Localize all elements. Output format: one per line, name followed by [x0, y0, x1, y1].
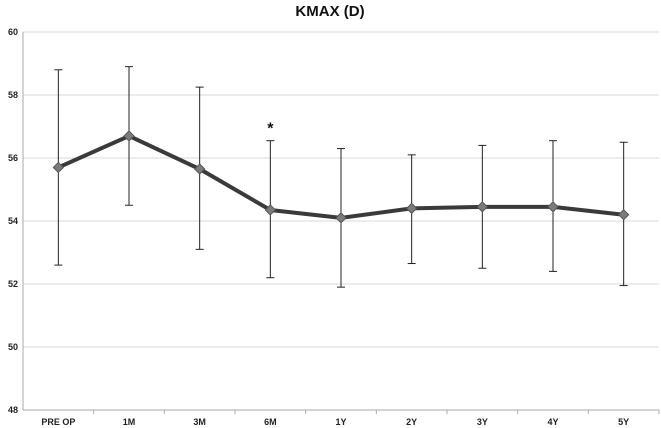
x-tick-label-4y: 4Y [547, 417, 558, 427]
x-tick-label-1m: 1M [123, 417, 136, 427]
x-tick-label-3y: 3Y [477, 417, 488, 427]
data-point-3m [193, 163, 206, 175]
data-point-3y [476, 201, 489, 213]
data-point-6m [264, 204, 277, 216]
annotations: * [267, 121, 274, 138]
significance-asterisk: * [267, 121, 274, 138]
y-tick-label-58: 58 [8, 90, 18, 100]
x-tick-label-pre-op: PRE OP [41, 417, 75, 427]
data-point-2y [405, 202, 418, 215]
chart-title: KMAX (D) [295, 3, 364, 20]
x-tick-label-5y: 5Y [618, 417, 629, 427]
data-point-5y [617, 208, 630, 221]
y-tick-label-50: 50 [8, 342, 18, 352]
x-tick-label-3m: 3M [193, 417, 206, 427]
data-points [52, 130, 630, 224]
x-tick-labels: PRE OP 1M 3M 6M 1Y 2Y 3Y 4Y 5Y [41, 417, 629, 427]
x-tick-label-2y: 2Y [406, 417, 417, 427]
y-tick-label-52: 52 [8, 279, 18, 289]
axes [22, 32, 660, 414]
y-tick-label-48: 48 [8, 405, 18, 415]
x-tick-label-6m: 6M [264, 417, 277, 427]
y-tick-label-60: 60 [8, 27, 18, 37]
y-tick-label-56: 56 [8, 153, 18, 163]
data-point-pre-op [52, 161, 65, 174]
data-point-4y [547, 201, 559, 213]
y-tick-labels: 48 50 52 54 56 58 60 [8, 27, 18, 415]
x-tick-label-1y: 1Y [335, 417, 346, 427]
data-point-1m [123, 130, 135, 142]
y-tick-label-54: 54 [8, 216, 18, 226]
data-point-1y [335, 212, 347, 224]
error-bars [54, 66, 628, 288]
